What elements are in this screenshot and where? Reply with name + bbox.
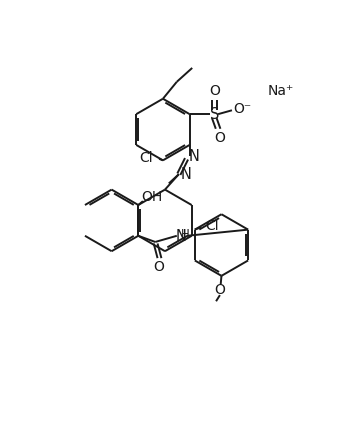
Text: O: O <box>209 84 220 98</box>
Text: S: S <box>210 107 219 122</box>
Text: H: H <box>181 228 190 241</box>
Text: N: N <box>176 229 187 244</box>
Text: Cl: Cl <box>139 151 153 165</box>
Text: N: N <box>181 167 192 182</box>
Text: OH: OH <box>141 190 163 204</box>
Text: Na⁺: Na⁺ <box>267 84 294 98</box>
Text: O: O <box>214 131 225 145</box>
Text: N: N <box>189 149 200 164</box>
Text: O⁻: O⁻ <box>233 102 251 116</box>
Text: O: O <box>215 283 225 297</box>
Text: O: O <box>154 261 165 275</box>
Text: Cl: Cl <box>205 219 219 233</box>
